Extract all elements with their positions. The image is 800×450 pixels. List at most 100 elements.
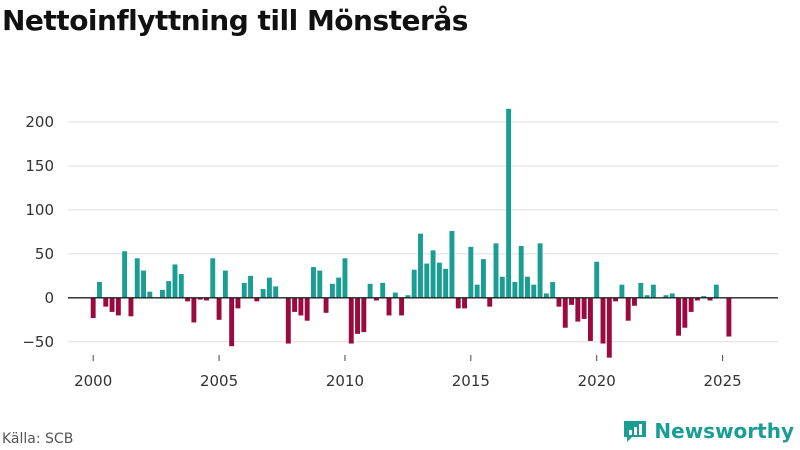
- bar: Q4 2014: -12: [462, 297, 467, 309]
- bar: Q3 2019: -24: [581, 297, 587, 319]
- bar: Q2 2019: -27: [575, 297, 581, 322]
- bar: Q2 2016: 24: [499, 276, 505, 298]
- x-tick-label: 2000: [74, 372, 112, 390]
- bar: Q4 2013: 40: [436, 262, 442, 298]
- brand-logo: Newsworthy: [622, 418, 794, 444]
- bar: Q2 2017: 24: [525, 276, 530, 298]
- brand-name: Newsworthy: [654, 419, 794, 443]
- bar: Q1 2003: 19: [166, 281, 172, 298]
- bar: Q1 2019: -8: [569, 297, 574, 305]
- chart-title: Nettoinflyttning till Mönsterås: [2, 4, 468, 37]
- bar: Q4 2000: -16: [109, 297, 115, 312]
- bar: Q4 2015: -10: [487, 297, 493, 307]
- bar: Q4 2024: 15: [713, 284, 719, 298]
- bar: Q1 2001: -20: [115, 297, 121, 316]
- bar: Q3 2012: 3: [405, 295, 411, 298]
- bar: Q3 2023: -34: [682, 297, 688, 328]
- bar: Q1 2010: 45: [342, 258, 348, 298]
- bar: Q2 2023: -43: [676, 297, 681, 336]
- bar: Q4 2007: -52: [285, 297, 291, 344]
- bar: Q1 2015: 58: [468, 246, 474, 298]
- bar: Q4 2022: 3: [663, 295, 669, 298]
- bar: Q1 2007: 23: [266, 277, 272, 298]
- x-tick-label: 2025: [704, 372, 742, 390]
- x-tick-label: 2015: [452, 372, 490, 390]
- bar: Q4 2009: 23: [336, 277, 342, 298]
- bar: Q1 2004: -28: [191, 297, 197, 323]
- bar-layer: Q1 2000: -23Q2 2000: 18Q3 2000: -10Q4 20…: [90, 108, 732, 358]
- bar: Q1 2000: -23: [90, 297, 96, 319]
- bar: Q4 2004: 45: [210, 258, 216, 298]
- bar: Q1 2008: -16: [292, 297, 298, 312]
- bar: Q3 2009: 16: [329, 283, 335, 298]
- bar: Q3 2016: 215: [506, 108, 512, 298]
- bar: Q2 2005: 31: [222, 270, 228, 298]
- y-tick-label: 50: [35, 245, 54, 263]
- axis-layer: −50 0 50 100 150 200 2000 2005 2010 2015 2020 2025: [22, 113, 778, 390]
- bar: Q2 2013: 39: [424, 263, 430, 298]
- bar: Q3 2004: -3: [204, 297, 209, 301]
- bar: Q1 2023: 5: [669, 293, 675, 298]
- bar: Q1 2012: 6: [392, 292, 398, 298]
- bar: Q1 2005: -25: [216, 297, 222, 320]
- bar: Q1 2011: 16: [367, 283, 373, 298]
- bar: Q2 2018: 18: [550, 282, 556, 298]
- bar: Q3 2013: 54: [430, 250, 436, 298]
- bar: Q4 2012: 32: [411, 269, 417, 298]
- y-tick-label: −50: [22, 333, 54, 351]
- bar: Q4 2018: -34: [562, 297, 568, 328]
- bar: Q1 2014: 33: [443, 268, 449, 298]
- bar: Q4 2008: 35: [311, 267, 316, 298]
- bar: Q3 2001: -21: [128, 297, 134, 317]
- bar: Q2 2004: -2: [197, 297, 203, 300]
- grid-layer: [68, 121, 778, 343]
- bar: Q4 2021: 17: [638, 282, 644, 298]
- bar: Q2 2001: 53: [122, 251, 128, 298]
- bar: Q2 2008: -20: [298, 297, 304, 316]
- bar: Q4 2020: -4: [613, 297, 619, 302]
- bar: Q2 2000: 18: [97, 282, 102, 298]
- y-tick-label: 150: [25, 157, 54, 175]
- bar: Q2 2014: 76: [449, 231, 455, 298]
- x-tick-label: 2005: [200, 372, 238, 390]
- bar: Q3 2014: -12: [455, 297, 461, 309]
- bar: Q4 2001: 45: [134, 258, 140, 298]
- bar: Q3 2024: -3: [707, 297, 713, 301]
- bar: Q4 2016: 18: [512, 282, 518, 298]
- bar: Q3 2006: -4: [254, 297, 260, 302]
- bar: Q2 2012: -20: [399, 297, 405, 316]
- bar: Q3 2020: -68: [606, 297, 612, 358]
- bar: Q2 2003: 38: [172, 264, 178, 298]
- x-tick-label: 2010: [326, 372, 364, 390]
- bar: Q2 2024: 2: [701, 296, 707, 298]
- bar: Q3 2000: -10: [103, 297, 109, 307]
- source-note: Källa: SCB: [2, 431, 74, 447]
- bar: Q2 2006: 25: [248, 275, 253, 298]
- bar: Q1 2021: 15: [619, 284, 625, 298]
- bar: Q3 2018: -10: [556, 297, 562, 307]
- bar: Q4 2023: -16: [688, 297, 694, 312]
- bar: Q1 2024: -3: [694, 297, 700, 301]
- bar: Q2 2021: -26: [625, 297, 631, 321]
- bar: Q1 2018: 5: [543, 293, 549, 298]
- bar: Q4 2019: -49: [587, 297, 593, 341]
- bar: Q1 2006: 17: [241, 282, 247, 298]
- bar: Q1 2016: 62: [493, 243, 499, 298]
- bar: Q4 2006: 10: [260, 289, 266, 298]
- x-tick-label: 2020: [578, 372, 616, 390]
- bar: Q1 2013: 73: [418, 233, 423, 298]
- y-tick-label: 0: [44, 289, 54, 307]
- bar: Q4 2005: -12: [235, 297, 241, 309]
- bar: Q2 2015: 15: [474, 284, 480, 298]
- bar: Q2 2009: -17: [323, 297, 329, 313]
- bar: Q1 2020: 41: [594, 261, 600, 298]
- bar: Q1 2022: 3: [644, 295, 650, 298]
- bar: Q2 2007: 13: [273, 286, 279, 298]
- bar: Q1 2017: 59: [518, 245, 524, 298]
- bar: Q3 2008: -26: [304, 297, 310, 321]
- bar: Q4 2003: -4: [185, 297, 191, 302]
